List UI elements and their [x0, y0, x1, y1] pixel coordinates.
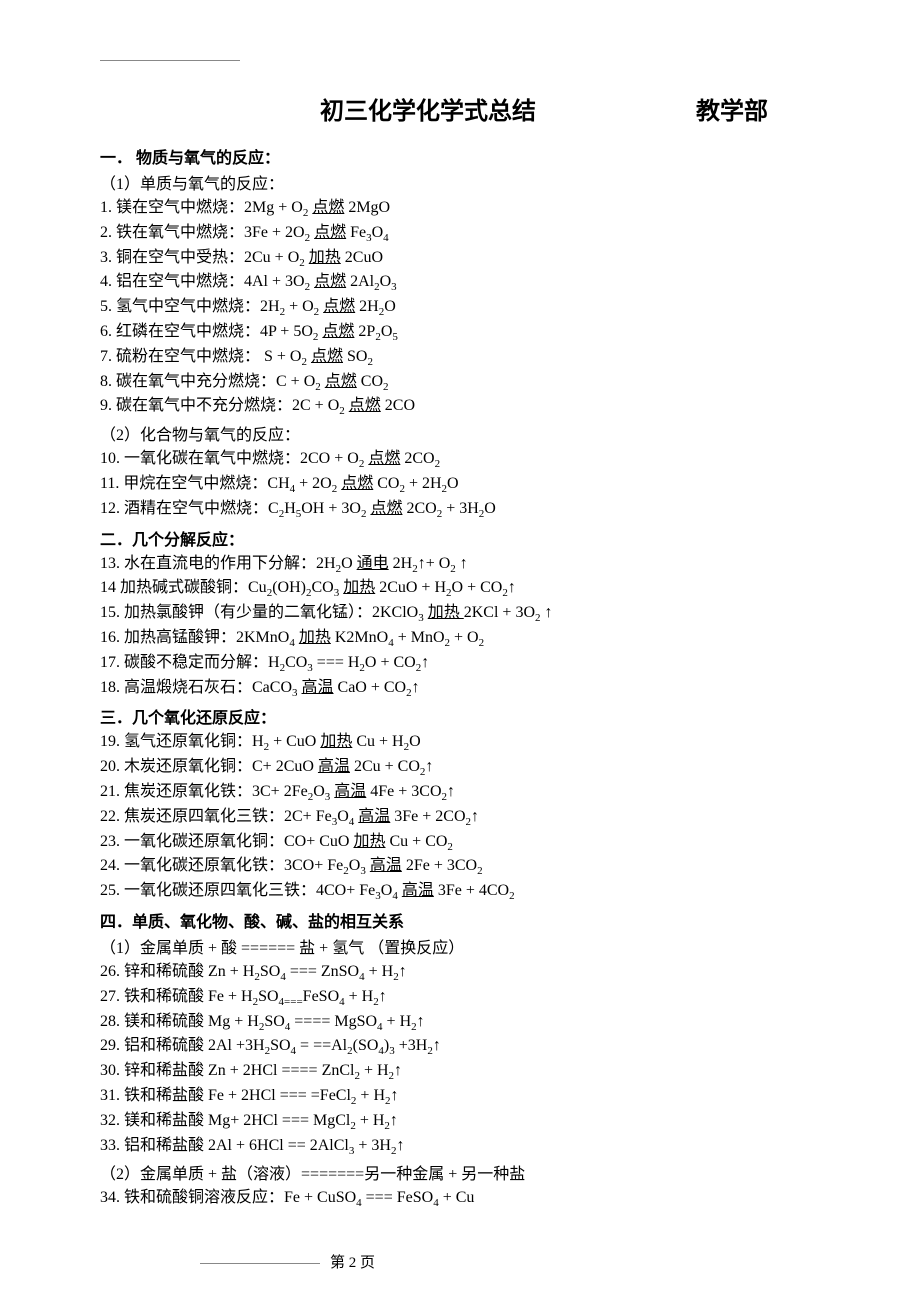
section-subheading: （2）化合物与氧气的反应：	[100, 421, 840, 445]
equation-line: 23. 一氧化碳还原氧化铜：CO+ CuO 加热 Cu + CO2	[100, 830, 840, 855]
equation-line: 27. 铁和稀硫酸 Fe + H2SO4===FeSO4 + H2↑	[100, 985, 840, 1010]
equation-line: 6. 红磷在空气中燃烧：4P + 5O2 点燃 2P2O5	[100, 320, 840, 345]
equation-line: 15. 加热氯酸钾（有少量的二氧化锰）：2KClO3 加热 2KCl + 3O2…	[100, 601, 840, 626]
equation-line: 21. 焦炭还原氧化铁：3C+ 2Fe2O3 高温 4Fe + 3CO2↑	[100, 780, 840, 805]
equation-line: 16. 加热高锰酸钾：2KMnO4 加热 K2MnO4 + MnO2 + O2	[100, 626, 840, 651]
equation-line: 11. 甲烷在空气中燃烧：CH4 + 2O2 点燃 CO2 + 2H2O	[100, 472, 840, 497]
section-heading: 一． 物质与氧气的反应：	[100, 144, 840, 168]
section-subheading: （2）金属单质 + 盐（溶液）=======另一种金属 + 另一种盐	[100, 1160, 840, 1184]
equation-line: 26. 锌和稀硫酸 Zn + H2SO4 === ZnSO4 + H2↑	[100, 960, 840, 985]
title-row: 初三化学化学式总结 教学部	[100, 91, 840, 126]
document-page: 初三化学化学式总结 教学部 一． 物质与氧气的反应：（1）单质与氧气的反应：1.…	[0, 0, 920, 1312]
footer-divider	[200, 1263, 320, 1264]
equation-line: 14 加热碱式碳酸铜：Cu2(OH)2CO3 加热 2CuO + H2O + C…	[100, 576, 840, 601]
equation-line: 18. 高温煅烧石灰石：CaCO3 高温 CaO + CO2↑	[100, 676, 840, 701]
equation-line: 2. 铁在氧气中燃烧：3Fe + 2O2 点燃 Fe3O4	[100, 221, 840, 246]
page-footer: 第 2 页	[100, 1251, 840, 1272]
equation-line: 9. 碳在氧气中不充分燃烧：2C + O2 点燃 2CO	[100, 394, 840, 419]
footer-page-number: 第 2 页	[330, 1255, 375, 1271]
equation-line: 24. 一氧化碳还原氧化铁：3CO+ Fe2O3 高温 2Fe + 3CO2	[100, 854, 840, 879]
department-label: 教学部	[696, 91, 768, 126]
equation-line: 3. 铜在空气中受热：2Cu + O2 加热 2CuO	[100, 246, 840, 271]
equation-line: 25. 一氧化碳还原四氧化三铁：4CO+ Fe3O4 高温 3Fe + 4CO2	[100, 879, 840, 904]
equation-line: 8. 碳在氧气中充分燃烧：C + O2 点燃 CO2	[100, 370, 840, 395]
top-divider	[100, 60, 240, 61]
equation-line: 13. 水在直流电的作用下分解：2H2O 通电 2H2↑+ O2 ↑	[100, 552, 840, 577]
section-heading: 二．几个分解反应：	[100, 526, 840, 550]
content-body: 一． 物质与氧气的反应：（1）单质与氧气的反应：1. 镁在空气中燃烧：2Mg +…	[100, 144, 840, 1211]
equation-line: 20. 木炭还原氧化铜：C+ 2CuO 高温 2Cu + CO2↑	[100, 755, 840, 780]
equation-line: 19. 氢气还原氧化铜：H2 + CuO 加热 Cu + H2O	[100, 730, 840, 755]
equation-line: 5. 氢气中空气中燃烧：2H2 + O2 点燃 2H2O	[100, 295, 840, 320]
equation-line: 10. 一氧化碳在氧气中燃烧：2CO + O2 点燃 2CO2	[100, 447, 840, 472]
section-heading: 三．几个氧化还原反应：	[100, 704, 840, 728]
equation-line: 29. 铝和稀硫酸 2Al +3H2SO4 = ==Al2(SO4)3 +3H2…	[100, 1034, 840, 1059]
equation-line: 7. 硫粉在空气中燃烧： S + O2 点燃 SO2	[100, 345, 840, 370]
equation-line: 17. 碳酸不稳定而分解：H2CO3 === H2O + CO2↑	[100, 651, 840, 676]
equation-line: 31. 铁和稀盐酸 Fe + 2HCl === =FeCl2 + H2↑	[100, 1084, 840, 1109]
equation-line: 4. 铝在空气中燃烧：4Al + 3O2 点燃 2Al2O3	[100, 270, 840, 295]
equation-line: 30. 锌和稀盐酸 Zn + 2HCl ==== ZnCl2 + H2↑	[100, 1059, 840, 1084]
main-title: 初三化学化学式总结	[320, 91, 536, 126]
equation-line: 22. 焦炭还原四氧化三铁：2C+ Fe3O4 高温 3Fe + 2CO2↑	[100, 805, 840, 830]
section-subheading: （1）金属单质 + 酸 ====== 盐 + 氢气 （置换反应）	[100, 934, 840, 958]
equation-line: 28. 镁和稀硫酸 Mg + H2SO4 ==== MgSO4 + H2↑	[100, 1010, 840, 1035]
equation-line: 1. 镁在空气中燃烧：2Mg + O2 点燃 2MgO	[100, 196, 840, 221]
equation-line: 34. 铁和硫酸铜溶液反应：Fe + CuSO4 === FeSO4 + Cu	[100, 1186, 840, 1211]
equation-line: 32. 镁和稀盐酸 Mg+ 2HCl === MgCl2 + H2↑	[100, 1109, 840, 1134]
equation-line: 33. 铝和稀盐酸 2Al + 6HCl == 2AlCl3 + 3H2↑	[100, 1134, 840, 1159]
section-heading: 四．单质、氧化物、酸、碱、盐的相互关系	[100, 908, 840, 932]
equation-line: 12. 酒精在空气中燃烧：C2H5OH + 3O2 点燃 2CO2 + 3H2O	[100, 497, 840, 522]
section-subheading: （1）单质与氧气的反应：	[100, 170, 840, 194]
